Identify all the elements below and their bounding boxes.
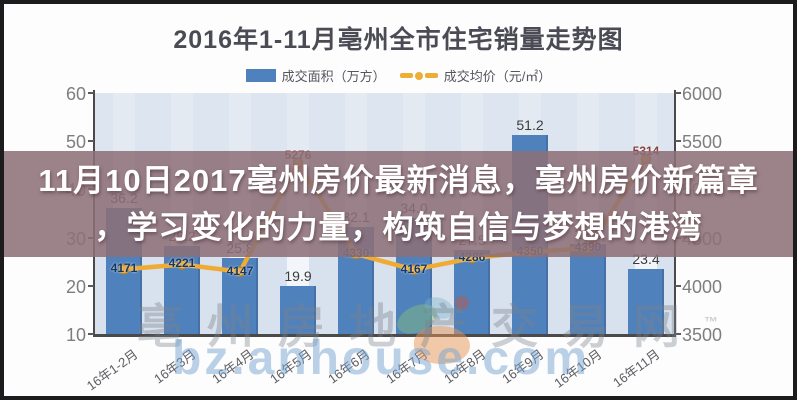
legend-item-area-label: 成交面积（万方） xyxy=(281,69,386,84)
legend-item-price: 成交均价（元/㎡） xyxy=(399,66,552,85)
line-series-swatch-icon xyxy=(399,71,438,80)
right-axis-tick-mark xyxy=(675,333,681,335)
watermark-logo-hand-icon xyxy=(414,326,470,364)
left-axis-tick-mark xyxy=(88,140,94,143)
x-axis-line xyxy=(93,334,676,337)
right-axis-tick-mark xyxy=(675,92,681,94)
headline-line-1: 11月10日2017亳州房价最新消息，亳州房价新篇章 xyxy=(38,163,759,198)
headline-line-2: ，学习变化的力量，构筑自信与梦想的港湾 xyxy=(94,210,703,245)
left-axis-tick-label: 10 xyxy=(65,325,86,345)
legend-item-price-label: 成交均价（元/㎡） xyxy=(443,69,552,84)
right-axis-tick-mark xyxy=(675,140,681,143)
plot-upper-band xyxy=(95,93,675,151)
bar-value-label: 19.9 xyxy=(284,268,312,285)
price-value-label: 4171 xyxy=(110,261,138,276)
left-axis-tick-mark xyxy=(88,284,94,287)
price-value-label: 4167 xyxy=(400,261,428,276)
chart-legend: 成交面积（万方） 成交均价（元/㎡） xyxy=(0,66,797,85)
headline-overlay-banner: 11月10日2017亳州房价最新消息，亳州房价新篇章 ，学习变化的力量，构筑自信… xyxy=(0,151,797,257)
right-axis-tick-label: 5500 xyxy=(682,132,723,153)
chart-title: 2016年1-11月亳州全市住宅销量走势图 xyxy=(173,26,624,54)
right-axis-tick-label: 4000 xyxy=(682,276,723,297)
left-axis-tick-mark xyxy=(88,92,94,94)
bar-value-label: 51.2 xyxy=(516,117,544,134)
price-value-label: 4147 xyxy=(226,263,254,278)
left-axis-tick-mark xyxy=(88,333,94,335)
bar-series-swatch-icon xyxy=(245,69,276,82)
left-axis-tick-label: 60 xyxy=(65,84,86,104)
watermark-url: bz.anhouse.com xyxy=(172,332,591,385)
left-axis-tick-label: 50 xyxy=(65,132,86,153)
watermark-logo-dot-icon xyxy=(455,296,469,310)
right-axis-tick-mark xyxy=(675,284,681,287)
legend-item-area: 成交面积（万方） xyxy=(245,66,386,85)
right-axis-tick-label: 6000 xyxy=(682,84,723,104)
left-axis-tick-label: 20 xyxy=(65,276,86,297)
right-axis-tick-label: 3500 xyxy=(682,325,723,345)
trademark-icon: ™ xyxy=(704,313,718,330)
price-value-label: 4221 xyxy=(168,256,196,271)
watermark-site-name: 亳州房地产交易网™ xyxy=(136,300,718,353)
bar xyxy=(280,286,316,334)
bar xyxy=(628,269,664,334)
